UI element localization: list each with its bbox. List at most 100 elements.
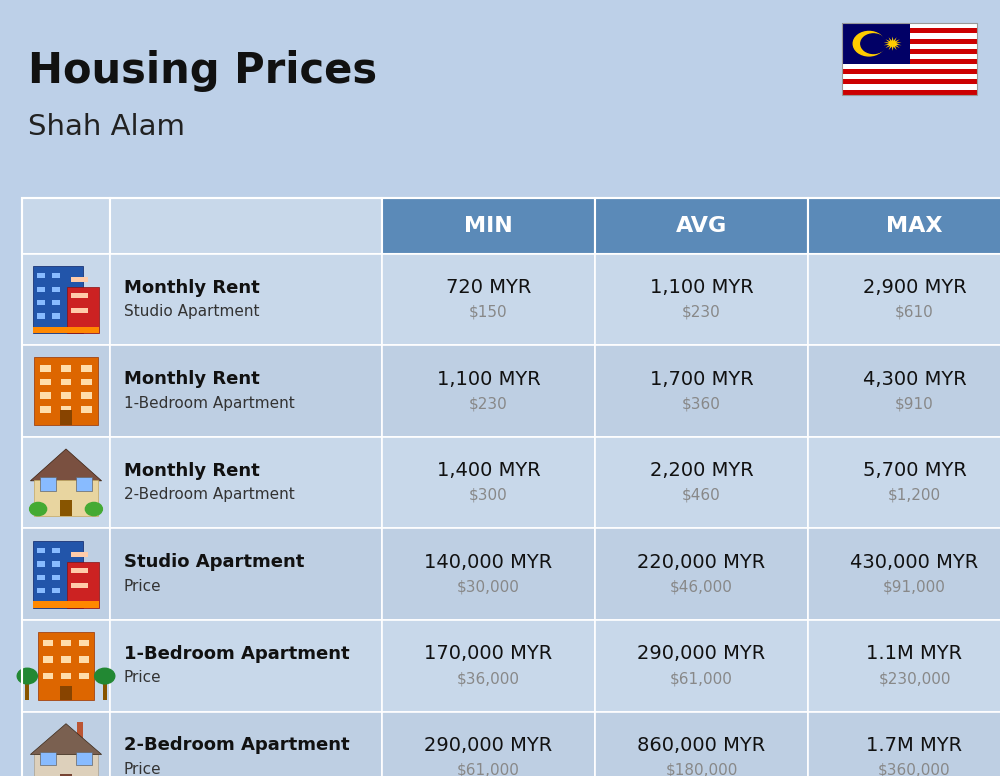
Text: $610: $610 — [895, 305, 934, 320]
Text: $180,000: $180,000 — [665, 763, 738, 776]
Bar — [81, 365, 92, 372]
Bar — [842, 33, 977, 39]
Text: 1-Bedroom Apartment: 1-Bedroom Apartment — [124, 645, 350, 663]
Bar — [382, 254, 595, 345]
Text: $30,000: $30,000 — [457, 580, 520, 594]
Text: 720 MYR: 720 MYR — [446, 278, 531, 297]
Bar — [110, 437, 382, 528]
Bar — [61, 379, 71, 385]
Bar — [37, 588, 45, 594]
Text: $150: $150 — [469, 305, 508, 320]
Bar — [71, 308, 88, 313]
Circle shape — [853, 32, 885, 56]
Bar — [61, 639, 71, 646]
Bar — [38, 632, 94, 699]
Text: 1,100 MYR: 1,100 MYR — [650, 278, 753, 297]
Bar — [842, 43, 977, 49]
Bar — [110, 528, 382, 620]
Text: $61,000: $61,000 — [670, 671, 733, 686]
Text: 1,700 MYR: 1,700 MYR — [650, 369, 753, 389]
Bar — [25, 679, 29, 699]
Text: 170,000 MYR: 170,000 MYR — [424, 644, 553, 663]
Bar — [842, 23, 977, 29]
Bar — [808, 198, 1000, 254]
Bar — [382, 198, 595, 254]
Bar — [60, 411, 72, 424]
Text: $91,000: $91,000 — [883, 580, 946, 594]
Text: 1,100 MYR: 1,100 MYR — [437, 369, 540, 389]
Bar — [52, 314, 60, 319]
Polygon shape — [884, 36, 902, 50]
Circle shape — [17, 668, 37, 684]
Bar — [37, 314, 45, 319]
Bar — [60, 500, 72, 516]
Bar — [43, 656, 53, 663]
Text: 290,000 MYR: 290,000 MYR — [637, 644, 766, 663]
Text: Price: Price — [124, 762, 162, 776]
Text: $230: $230 — [682, 305, 721, 320]
Bar — [110, 345, 382, 437]
Bar — [808, 712, 1000, 776]
Text: 1.1M MYR: 1.1M MYR — [866, 644, 963, 663]
Bar — [76, 751, 92, 765]
Bar — [842, 74, 977, 79]
Bar — [842, 23, 977, 95]
Bar — [382, 437, 595, 528]
Bar — [60, 774, 72, 776]
Text: $61,000: $61,000 — [457, 763, 520, 776]
Bar — [22, 198, 1000, 776]
Bar — [52, 548, 60, 553]
Text: Shah Alam: Shah Alam — [28, 113, 185, 140]
Bar — [76, 476, 92, 490]
Text: Monthly Rent: Monthly Rent — [124, 279, 260, 296]
Bar — [110, 712, 382, 776]
Bar — [61, 406, 71, 413]
Bar — [81, 379, 92, 385]
Text: $230: $230 — [469, 397, 508, 411]
Bar — [52, 273, 60, 279]
Bar — [842, 64, 977, 69]
Text: $910: $910 — [895, 397, 934, 411]
Bar — [808, 254, 1000, 345]
Bar — [382, 528, 595, 620]
Bar — [22, 620, 110, 712]
Circle shape — [85, 502, 102, 516]
Bar — [71, 277, 88, 282]
Bar — [842, 59, 977, 64]
Bar — [842, 23, 910, 64]
Bar — [595, 254, 808, 345]
Text: $360: $360 — [682, 397, 721, 411]
Bar — [40, 406, 51, 413]
Bar — [79, 656, 89, 663]
Bar — [67, 287, 99, 333]
Bar — [808, 437, 1000, 528]
Text: Studio Apartment: Studio Apartment — [124, 304, 260, 319]
Text: Studio Apartment: Studio Apartment — [124, 553, 304, 571]
Text: $46,000: $46,000 — [670, 580, 733, 594]
Text: 2,900 MYR: 2,900 MYR — [863, 278, 966, 297]
Bar — [67, 562, 99, 608]
Text: Monthly Rent: Monthly Rent — [124, 462, 260, 480]
Bar — [595, 620, 808, 712]
Text: 4,300 MYR: 4,300 MYR — [863, 369, 966, 389]
Bar — [60, 685, 72, 699]
Bar — [808, 345, 1000, 437]
Bar — [33, 601, 99, 608]
Text: 2,200 MYR: 2,200 MYR — [650, 461, 753, 480]
Bar — [61, 392, 71, 399]
Text: Price: Price — [124, 670, 162, 685]
Text: 5,700 MYR: 5,700 MYR — [863, 461, 966, 480]
Bar — [40, 379, 51, 385]
Bar — [22, 345, 110, 437]
Bar — [81, 406, 92, 413]
Bar — [40, 392, 51, 399]
Text: $36,000: $36,000 — [457, 671, 520, 686]
Text: $230,000: $230,000 — [878, 671, 951, 686]
Bar — [61, 673, 71, 679]
Bar — [52, 574, 60, 580]
Bar — [40, 365, 51, 372]
Bar — [103, 679, 107, 699]
Text: 1,400 MYR: 1,400 MYR — [437, 461, 540, 480]
Text: $300: $300 — [469, 488, 508, 503]
Text: 430,000 MYR: 430,000 MYR — [850, 553, 979, 572]
